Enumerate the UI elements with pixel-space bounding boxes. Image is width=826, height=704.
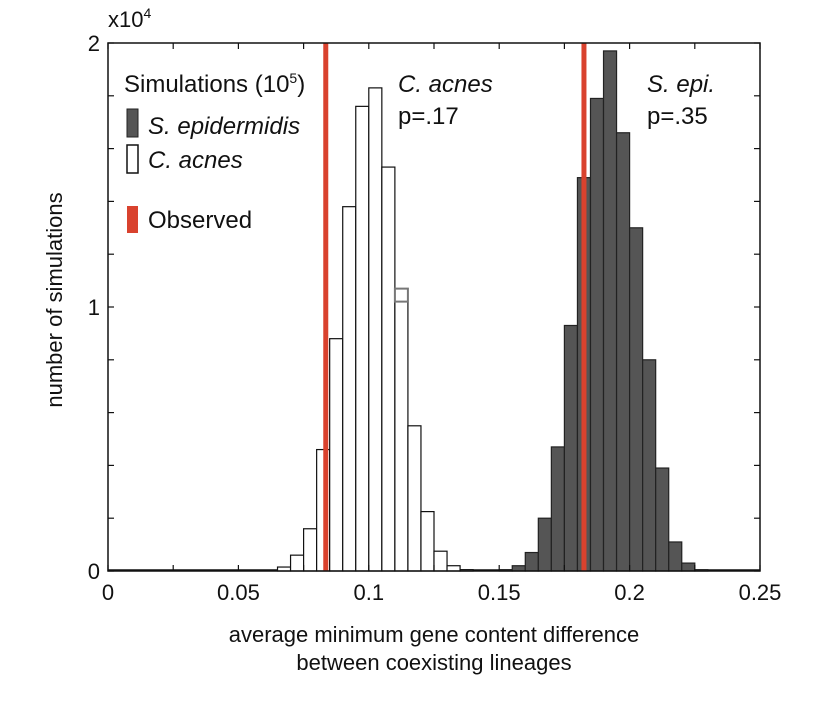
bar-c-acnes bbox=[446, 565, 461, 572]
x-axis-title-line1: average minimum gene content difference bbox=[229, 622, 640, 647]
legend-label-s-epidermidis: S. epidermidis bbox=[148, 113, 300, 140]
y-tick-label: 0 bbox=[88, 559, 100, 584]
x-tick-label: 0.2 bbox=[614, 580, 645, 605]
bar-c-acnes bbox=[342, 206, 357, 572]
bar-c-acnes bbox=[368, 87, 383, 572]
c-acnes-annotation-pvalue: p=.17 bbox=[398, 103, 459, 130]
bar-c-acnes bbox=[329, 338, 344, 572]
y-tick-label: 2 bbox=[88, 31, 100, 56]
bar-s-epidermidis bbox=[642, 359, 657, 572]
bar-c-acnes bbox=[355, 105, 370, 572]
x-tick-label: 0.25 bbox=[739, 580, 782, 605]
bar-c-acnes bbox=[381, 166, 396, 572]
bar-c-acnes bbox=[394, 295, 409, 572]
s-epi-annotation-pvalue: p=.35 bbox=[647, 103, 708, 130]
y-tick-label: 1 bbox=[88, 295, 100, 320]
bar-c-acnes bbox=[289, 554, 305, 572]
ticks-layer: 0 1 2 0 0.05 0.1 0.15 0.2 0.25 bbox=[88, 31, 782, 605]
bar-s-epidermidis bbox=[615, 132, 631, 572]
bar-c-acnes bbox=[420, 511, 435, 572]
bar-s-epidermidis bbox=[563, 324, 579, 572]
y-multiplier: x104 bbox=[108, 5, 151, 32]
legend-swatch-observed bbox=[127, 206, 138, 233]
legend-swatch-s-epidermidis bbox=[126, 108, 139, 138]
s-epi-annotation: S. epi. p=.35 bbox=[647, 71, 715, 130]
x-tick-label: 0 bbox=[102, 580, 114, 605]
bar-c-acnes bbox=[303, 528, 318, 572]
bar-s-epidermidis bbox=[589, 97, 605, 572]
bar-s-epidermidis bbox=[537, 517, 552, 572]
x-axis-title-line2: between coexisting lineages bbox=[296, 650, 571, 675]
bar-s-epidermidis bbox=[668, 541, 683, 572]
c-acnes-annotation-species: C. acnes bbox=[398, 71, 493, 98]
s-epi-annotation-species: S. epi. bbox=[647, 71, 715, 98]
x-tick-label: 0.05 bbox=[217, 580, 260, 605]
bar-s-epidermidis bbox=[681, 562, 696, 572]
bar-c-acnes bbox=[433, 550, 448, 572]
data-cursor-marker bbox=[393, 287, 409, 303]
legend: Simulations (105) S. epidermidis C. acne… bbox=[124, 70, 305, 234]
x-tick-label: 0.15 bbox=[478, 580, 521, 605]
bar-s-epidermidis bbox=[524, 551, 539, 572]
x-tick-label: 0.1 bbox=[354, 580, 385, 605]
legend-swatch-c-acnes bbox=[126, 144, 139, 174]
legend-label-observed: Observed bbox=[148, 207, 252, 234]
bar-c-acnes bbox=[407, 425, 422, 572]
bar-s-epidermidis bbox=[550, 446, 565, 572]
c-acnes-annotation: C. acnes p=.17 bbox=[398, 71, 493, 130]
bar-s-epidermidis bbox=[628, 227, 644, 572]
observed-lines-layer bbox=[323, 43, 587, 571]
y-axis-title: number of simulations bbox=[42, 192, 67, 407]
bar-s-epidermidis bbox=[655, 467, 670, 572]
bar-s-epidermidis bbox=[511, 565, 526, 572]
legend-label-c-acnes: C. acnes bbox=[148, 147, 243, 174]
bar-s-epidermidis bbox=[602, 50, 618, 572]
legend-title: Simulations (105) bbox=[124, 70, 305, 98]
